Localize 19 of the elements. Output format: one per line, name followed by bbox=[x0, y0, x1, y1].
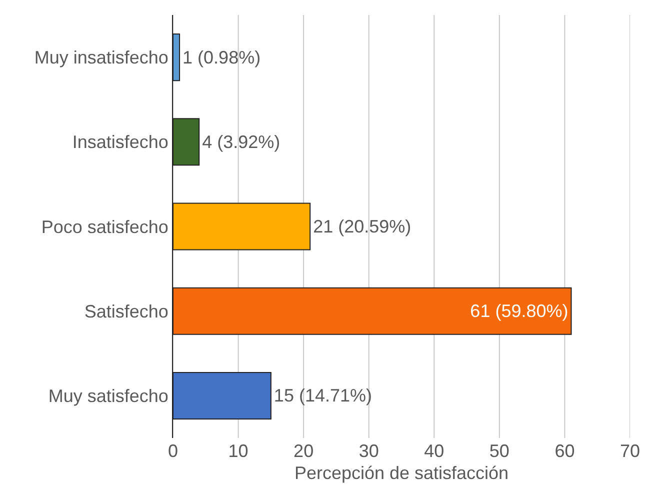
data-label: 15 (14.71%) bbox=[274, 386, 372, 406]
y-tick-label: Muy satisfecho bbox=[48, 386, 168, 406]
x-tick-label: 10 bbox=[228, 441, 248, 461]
data-label: 1 (0.98%) bbox=[182, 47, 261, 68]
x-tick-label: 20 bbox=[294, 441, 314, 461]
x-tick-label: 0 bbox=[168, 441, 178, 461]
data-label: 4 (3.92%) bbox=[202, 132, 280, 152]
y-tick-label: Muy insatisfecho bbox=[34, 48, 168, 68]
x-tick-label: 40 bbox=[424, 441, 444, 461]
y-tick-label: Satisfecho bbox=[84, 301, 168, 322]
x-tick-label: 30 bbox=[358, 441, 379, 461]
y-tick-label: Poco satisfecho bbox=[41, 216, 168, 237]
x-tick-label: 60 bbox=[554, 441, 575, 461]
data-label: 61 (59.80%) bbox=[470, 301, 568, 322]
x-tick-label: 50 bbox=[489, 441, 510, 461]
x-tick-label: 70 bbox=[620, 441, 640, 461]
data-label: 21 (20.59%) bbox=[313, 216, 412, 237]
x-axis-title: Percepción de satisfacción bbox=[294, 463, 509, 484]
y-tick-label: Insatisfecho bbox=[72, 132, 168, 152]
